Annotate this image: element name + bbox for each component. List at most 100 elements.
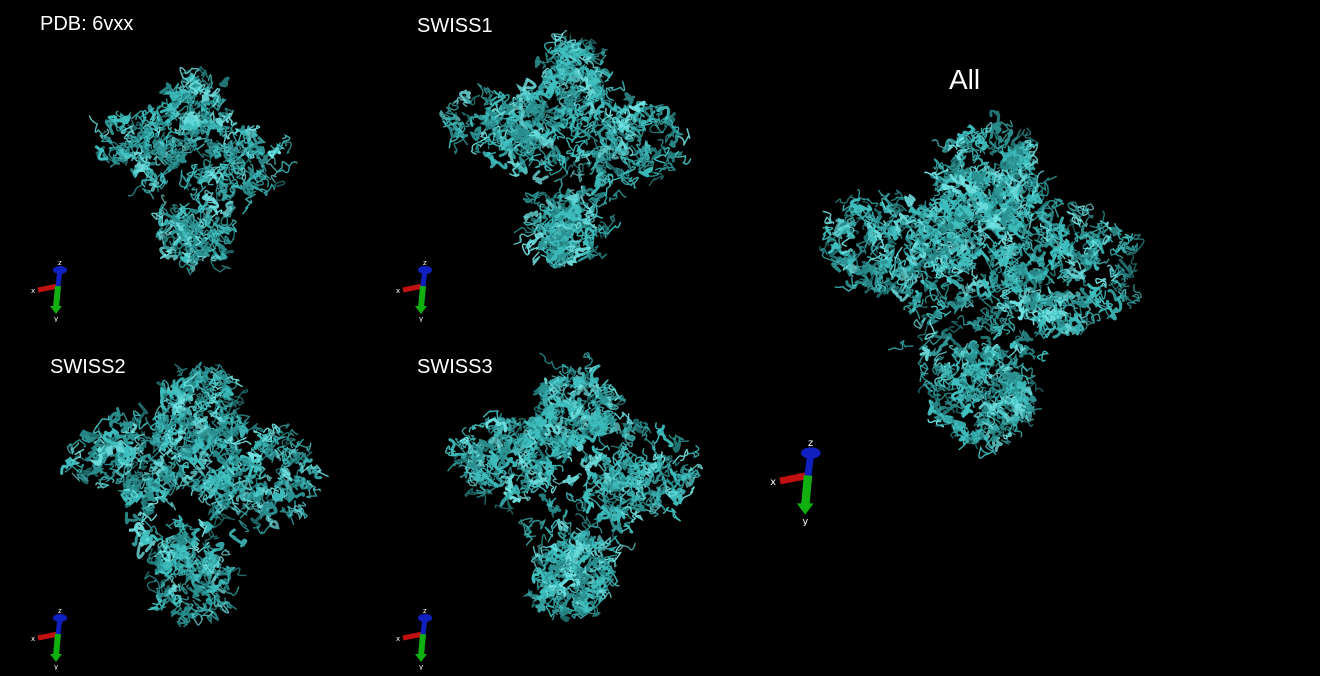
ribbon-strand xyxy=(202,481,215,501)
ribbon-strand xyxy=(570,118,586,130)
y-axis-label: y xyxy=(419,315,423,322)
ribbon-strand xyxy=(913,317,926,330)
ribbon-strand xyxy=(110,155,125,165)
ribbon-strand xyxy=(195,193,207,213)
ribbon-strand xyxy=(242,193,256,215)
ribbon-strand xyxy=(612,442,629,470)
ribbon-strand xyxy=(571,610,589,620)
ribbon-strand xyxy=(194,235,202,247)
ribbon-strand xyxy=(489,116,504,128)
ribbon-strand xyxy=(957,190,977,200)
panel-swiss1: SWISS1 x y z xyxy=(380,0,760,330)
ribbon-strand xyxy=(960,207,982,221)
ribbon-strand xyxy=(141,165,154,188)
ribbon-strand xyxy=(1067,201,1083,216)
ribbon-strand xyxy=(541,218,554,235)
ribbon-strand xyxy=(930,257,950,268)
ribbon-strand xyxy=(232,409,251,429)
ribbon-strand xyxy=(161,464,175,478)
ribbon-strand xyxy=(583,240,594,249)
ribbon-strand xyxy=(547,107,562,118)
ribbon-strand xyxy=(1036,350,1050,362)
ribbon-strand xyxy=(611,140,630,160)
ribbon-strand xyxy=(917,325,928,342)
ribbon-strand xyxy=(599,505,610,520)
ribbon-strand xyxy=(621,457,644,474)
ribbon-strand xyxy=(299,456,313,472)
ribbon-strand xyxy=(999,155,1020,170)
ribbon-strand xyxy=(533,406,544,418)
ribbon-strand xyxy=(589,575,601,594)
ribbon-strand xyxy=(995,347,1006,358)
ribbon-strand xyxy=(966,126,980,137)
ribbon-strand xyxy=(555,375,567,387)
ribbon-strand xyxy=(1048,247,1061,271)
ribbon-strand xyxy=(145,442,161,463)
ribbon-strand xyxy=(662,478,677,494)
ribbon-strand xyxy=(477,481,491,505)
ribbon-strand xyxy=(167,477,180,496)
ribbon-strand xyxy=(1090,289,1103,306)
ribbon-strand xyxy=(933,158,948,176)
ribbon-strand xyxy=(944,362,960,374)
ribbon-strand xyxy=(280,438,291,448)
ribbon-strand xyxy=(523,520,537,538)
ribbon-strand xyxy=(160,433,177,450)
ribbon-strand xyxy=(1079,311,1097,336)
ribbon-strand xyxy=(178,169,197,188)
ribbon-strand xyxy=(1013,364,1036,380)
ribbon-strand xyxy=(218,107,233,121)
ribbon-strand xyxy=(210,255,221,262)
ribbon-strand xyxy=(198,163,214,185)
ribbon-strand xyxy=(218,482,230,497)
ribbon-strand xyxy=(279,506,295,525)
ribbon-strand xyxy=(277,161,298,174)
ribbon-strand xyxy=(655,155,676,173)
ribbon-strand xyxy=(957,315,992,332)
ribbon-strand xyxy=(954,378,973,391)
ribbon-strand xyxy=(947,300,961,316)
ribbon-strand xyxy=(597,493,616,504)
ribbon-strand xyxy=(887,340,914,351)
ribbon-strand xyxy=(1031,170,1045,197)
z-axis-label: z xyxy=(808,438,813,449)
ribbon-strand xyxy=(554,545,583,560)
ribbon-strand xyxy=(1003,432,1012,440)
ribbon-strand xyxy=(1089,222,1109,237)
ribbon-strand xyxy=(856,240,868,249)
ribbon-strand xyxy=(219,229,235,245)
ribbon-strand xyxy=(219,501,230,510)
ribbon-strand xyxy=(185,418,197,430)
ribbon-strand xyxy=(469,115,479,128)
ribbon-strand xyxy=(483,86,495,97)
z-axis-head xyxy=(418,266,432,274)
ribbon-strand xyxy=(1097,210,1106,235)
ribbon-strand xyxy=(532,251,541,266)
ribbon-strand xyxy=(1004,268,1020,284)
ribbon-strand xyxy=(1062,276,1074,286)
ribbon-strand xyxy=(1020,363,1030,385)
ribbon-strand xyxy=(621,423,636,442)
ribbon-strand xyxy=(201,596,224,617)
ribbon-strand xyxy=(984,413,1001,420)
ribbon-strand xyxy=(1109,248,1123,259)
ribbon-strand xyxy=(182,175,193,191)
ribbon-strand xyxy=(962,229,981,243)
ribbon-strand xyxy=(522,197,548,208)
ribbon-strand xyxy=(636,477,643,489)
ribbon-strand xyxy=(174,229,197,249)
ribbon-strand xyxy=(191,480,205,495)
ribbon-strand xyxy=(182,237,194,253)
ribbon-strand xyxy=(199,598,213,612)
ribbon-strand xyxy=(222,170,239,187)
ribbon-strand xyxy=(169,228,179,246)
ribbon-strand xyxy=(124,445,136,459)
ribbon-strand xyxy=(564,550,580,564)
ribbon-strand xyxy=(566,491,586,512)
ribbon-strand xyxy=(543,443,560,460)
ribbon-strand xyxy=(210,386,224,404)
ribbon-strand xyxy=(1021,293,1034,304)
ribbon-strand xyxy=(672,437,682,453)
ribbon-strand xyxy=(662,156,675,172)
ribbon-strand xyxy=(961,344,977,354)
